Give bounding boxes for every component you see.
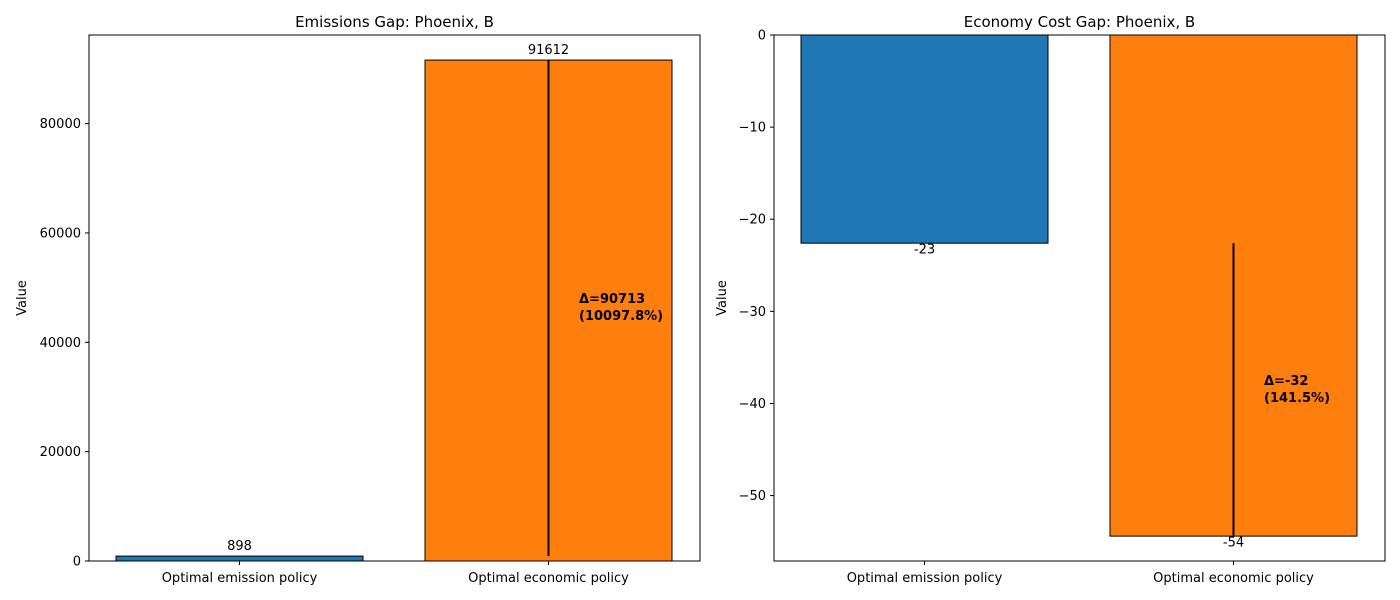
plot-frame bbox=[773, 34, 1386, 562]
data-label: -54 bbox=[1223, 536, 1244, 551]
x-tick-label: Optimal emission policy bbox=[162, 571, 318, 586]
data-label: 91612 bbox=[528, 43, 569, 58]
y-tick-label: 0 bbox=[73, 555, 81, 570]
y-axis-ticks: 0 −10 −20 −30 −40 −50 bbox=[739, 29, 774, 504]
plot-frame bbox=[88, 34, 701, 562]
x-axis-ticks: Optimal emission policy Optimal economic … bbox=[847, 561, 1314, 586]
delta-annotation-value: Δ=90713 bbox=[579, 292, 645, 307]
x-axis-ticks: Optimal emission policy Optimal economic … bbox=[162, 561, 629, 586]
y-tick-label: 0 bbox=[758, 29, 766, 44]
emissions-gap-chart: Emissions Gap: Phoenix, B Value 0 20000 40… bbox=[15, 13, 701, 586]
delta-annotation-percent: (10097.8%) bbox=[579, 309, 663, 324]
chart-title: Emissions Gap: Phoenix, B bbox=[295, 13, 494, 31]
y-tick-label: −50 bbox=[739, 489, 766, 504]
data-label: 898 bbox=[227, 539, 252, 554]
y-tick-label: −30 bbox=[739, 305, 766, 320]
economy-cost-gap-chart: Economy Cost Gap: Phoenix, B Value 0 −10 −… bbox=[715, 13, 1386, 586]
y-tick-label: 40000 bbox=[40, 336, 81, 351]
y-tick-label: 60000 bbox=[40, 226, 81, 241]
data-labels-layer: -23 -54 bbox=[914, 243, 1244, 551]
y-tick-label: 20000 bbox=[40, 445, 81, 460]
y-axis-ticks: 0 20000 40000 60000 80000 bbox=[40, 117, 89, 570]
delta-annotation-value: Δ=-32 bbox=[1264, 374, 1308, 389]
y-tick-label: −10 bbox=[739, 121, 766, 136]
y-tick-label: −20 bbox=[739, 213, 766, 228]
chart-title: Economy Cost Gap: Phoenix, B bbox=[964, 13, 1195, 31]
data-label: -23 bbox=[914, 243, 935, 258]
y-axis-label: Value bbox=[15, 280, 30, 316]
data-labels-layer: 898 91612 bbox=[227, 43, 569, 554]
bar bbox=[115, 555, 364, 562]
x-tick-label: Optimal emission policy bbox=[847, 571, 1003, 586]
delta-annotation-percent: (141.5%) bbox=[1264, 391, 1330, 406]
bar bbox=[800, 34, 1049, 244]
x-tick-label: Optimal economic policy bbox=[1153, 571, 1314, 586]
x-tick-label: Optimal economic policy bbox=[468, 571, 629, 586]
y-tick-label: 80000 bbox=[40, 117, 81, 132]
y-tick-label: −40 bbox=[739, 397, 766, 412]
y-axis-label: Value bbox=[715, 280, 730, 316]
